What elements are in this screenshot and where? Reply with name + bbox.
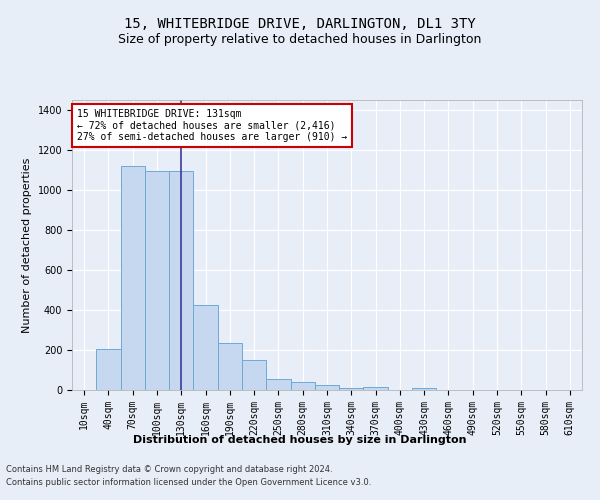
Bar [169,170,193,390]
Text: Contains public sector information licensed under the Open Government Licence v3: Contains public sector information licen… [6,478,371,487]
Bar [364,387,388,390]
Bar [121,166,145,390]
Bar [290,382,315,390]
Bar [145,170,169,390]
Text: 15, WHITEBRIDGE DRIVE, DARLINGTON, DL1 3TY: 15, WHITEBRIDGE DRIVE, DARLINGTON, DL1 3… [124,18,476,32]
Text: Distribution of detached houses by size in Darlington: Distribution of detached houses by size … [133,435,467,445]
Text: Size of property relative to detached houses in Darlington: Size of property relative to detached ho… [118,32,482,46]
Bar [96,348,121,390]
Y-axis label: Number of detached properties: Number of detached properties [22,158,32,332]
Bar [315,385,339,390]
Bar [412,388,436,390]
Text: Contains HM Land Registry data © Crown copyright and database right 2024.: Contains HM Land Registry data © Crown c… [6,466,332,474]
Bar [339,388,364,390]
Bar [266,378,290,390]
Bar [242,360,266,390]
Bar [193,304,218,390]
Text: 15 WHITEBRIDGE DRIVE: 131sqm
← 72% of detached houses are smaller (2,416)
27% of: 15 WHITEBRIDGE DRIVE: 131sqm ← 72% of de… [77,108,347,142]
Bar [218,344,242,390]
